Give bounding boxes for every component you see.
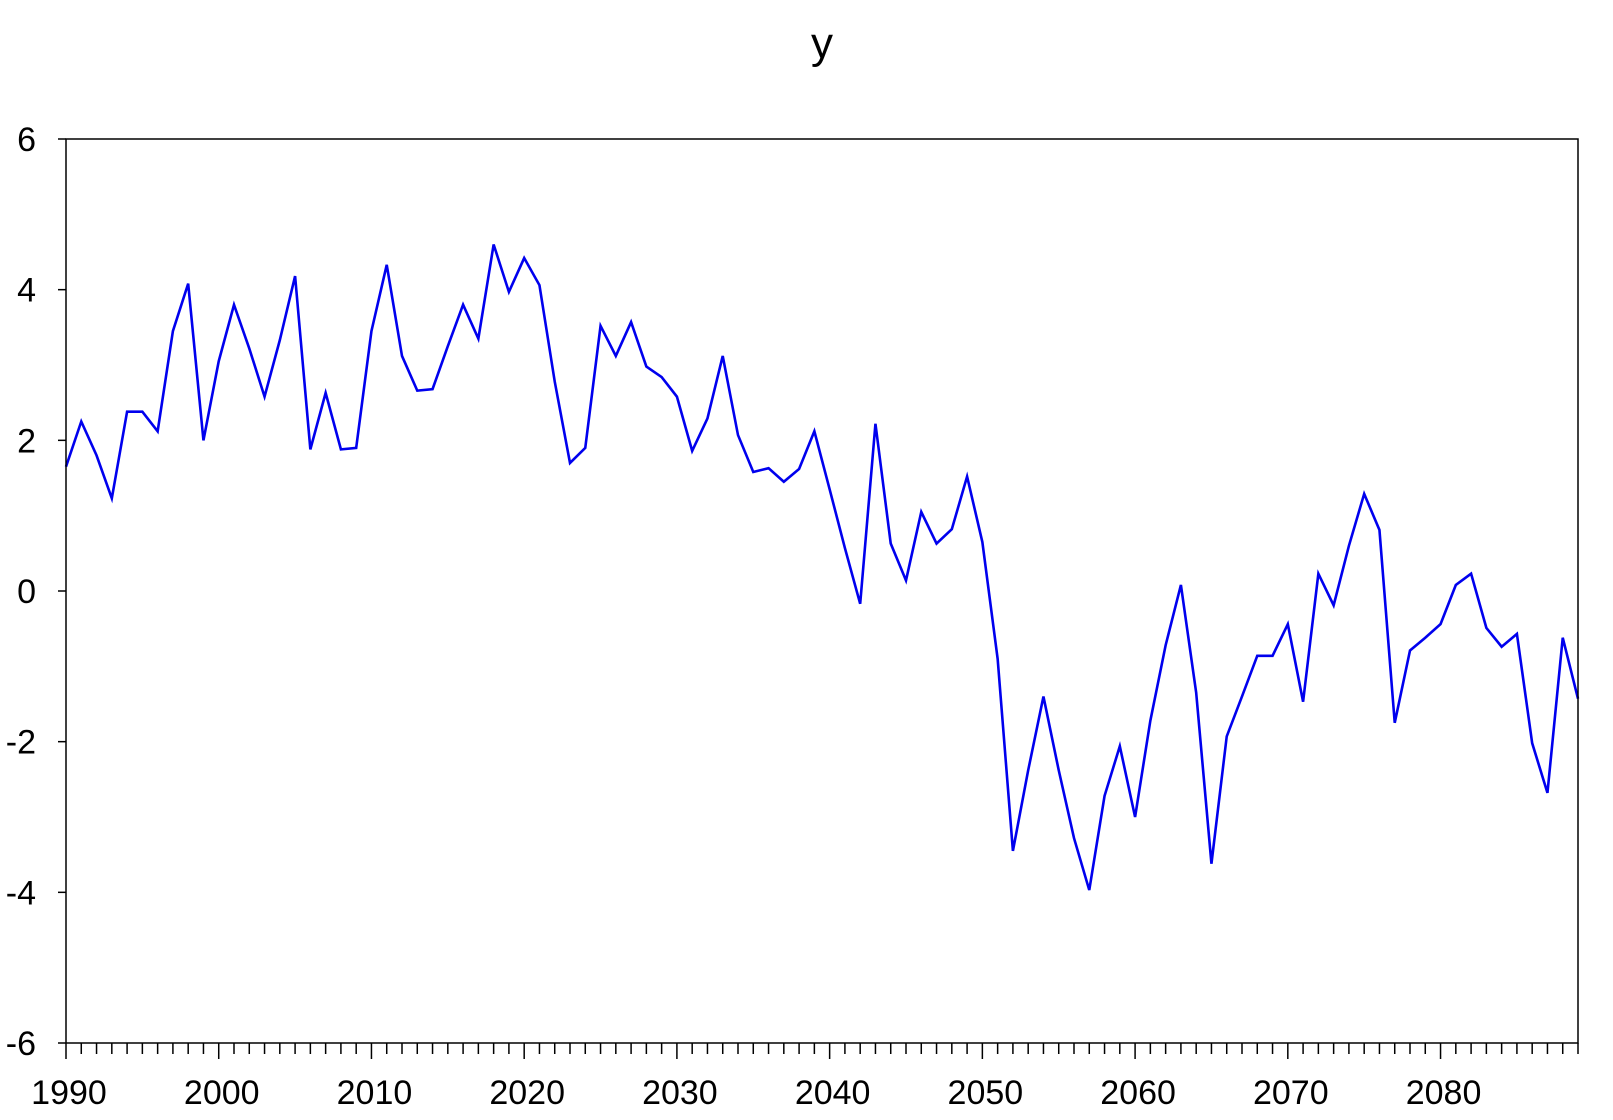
- x-tick-label: 1990: [31, 1074, 107, 1112]
- x-tick-label: 2050: [948, 1074, 1024, 1112]
- y-tick-label: -4: [6, 874, 36, 912]
- y-tick-label: 4: [17, 272, 36, 310]
- series-line: [64, 244, 1580, 891]
- x-tick-label: 2020: [489, 1074, 565, 1112]
- x-tick-label: 2060: [1100, 1074, 1176, 1112]
- x-tick-label: 2040: [795, 1074, 871, 1112]
- y-tick-label: 2: [17, 422, 36, 460]
- x-tick-label: 2010: [337, 1074, 413, 1112]
- x-tick-label: 2070: [1253, 1074, 1329, 1112]
- chart-title: y: [811, 19, 833, 68]
- y-tick-label: -6: [6, 1025, 36, 1063]
- axis-tick-labels: 6 4 2 0 -2 -4 -6 1990 2000 2010 2020 2030 2040 2050 20…: [6, 121, 1482, 1112]
- axis-ticks: [58, 138, 1579, 1059]
- x-tick-label: 2080: [1406, 1074, 1482, 1112]
- y-tick-label: -2: [6, 724, 36, 762]
- plot-frame: [65, 138, 1579, 1044]
- x-tick-label: 2030: [642, 1074, 718, 1112]
- y-tick-label: 0: [17, 573, 36, 611]
- x-tick-label: 2000: [184, 1074, 260, 1112]
- y-tick-label: 6: [17, 121, 36, 159]
